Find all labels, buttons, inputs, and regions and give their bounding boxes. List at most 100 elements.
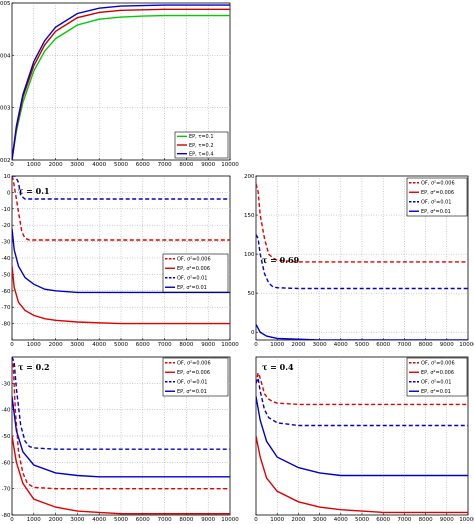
y-tick-label: 0: [251, 330, 255, 336]
series-line-1: [12, 176, 230, 241]
tau-label: τ = 0.2: [18, 362, 50, 372]
x-tick-label: 1000: [270, 517, 284, 523]
legend-label: EP, σ²=0.01: [177, 389, 207, 395]
series-line-3: [12, 176, 230, 200]
y-tick-label: -20: [2, 223, 11, 229]
y-tick-label: -40: [2, 408, 11, 414]
series-line-4: [12, 228, 230, 294]
y-tick-label: 0.005: [0, 1, 11, 7]
x-tick-label: 3000: [70, 162, 84, 168]
x-tick-label: 2000: [49, 517, 63, 523]
legend-label: OF, σ²=0.006: [177, 257, 211, 263]
x-tick-label: 9000: [201, 342, 215, 348]
x-tick-label: 8000: [419, 517, 433, 523]
tau-label: τ = 0.1: [18, 186, 50, 196]
legend: OF, σ²=0.006 EP, σ²=0.006 OF, σ²=0.01 EP, σ…: [162, 253, 229, 293]
x-tick-label: 4000: [334, 517, 348, 523]
y-tick-label: -70: [2, 305, 11, 311]
x-tick-label: 4000: [92, 517, 106, 523]
y-tick-label: -30: [2, 240, 11, 246]
x-tick-label: 1000: [27, 342, 41, 348]
x-tick-label: 5000: [114, 517, 128, 523]
legend-label: OF, σ²=0.006: [421, 181, 455, 187]
x-tick-label: 3000: [313, 342, 327, 348]
y-tick-label: 0: [7, 190, 11, 196]
legend-label: EP, τ=0.2: [189, 143, 214, 149]
legend: OF, σ²=0.006 EP, σ²=0.006 OF, σ²=0.01 EP, σ…: [406, 177, 468, 217]
y-tick-label: -30: [2, 381, 11, 387]
y-tick-label: 10: [4, 174, 11, 180]
y-tick-label: 0.003: [0, 106, 11, 112]
x-tick-label: 1000: [270, 342, 284, 348]
x-tick-label: 0: [10, 162, 14, 168]
x-tick-label: 8000: [179, 162, 193, 168]
x-tick-label: 9000: [201, 517, 215, 523]
series-line-3: [12, 4, 230, 160]
x-tick-label: 5000: [355, 342, 369, 348]
legend-label: OF, σ²=0.01: [177, 380, 208, 386]
y-tick-label: 50: [248, 291, 255, 297]
x-tick-label: 7000: [158, 342, 172, 348]
legend: OF, σ²=0.006 EP, σ²=0.006 OF, σ²=0.01 EP, σ…: [406, 357, 468, 397]
x-tick-label: 10000: [221, 517, 239, 523]
legend-label: EP, σ²=0.01: [421, 209, 451, 215]
x-tick-label: 10000: [221, 342, 239, 348]
x-tick-label: 3000: [313, 517, 327, 523]
x-tick-label: 6000: [376, 342, 390, 348]
series-line-2: [12, 266, 230, 325]
tau-label: τ = 0.69: [262, 255, 300, 265]
series-line-3: [256, 234, 468, 290]
legend-box: [162, 357, 229, 397]
x-tick-label: 9000: [201, 162, 215, 168]
legend-label: EP, σ²=0.006: [177, 370, 210, 376]
legend-label: EP, σ²=0.01: [177, 285, 207, 291]
y-tick-label: -40: [2, 256, 11, 262]
x-tick-label: 9000: [440, 342, 454, 348]
chart-panel-1: 0 1000 2000 3000 4000 5000 6000 7000 8000 9000 100…: [0, 1, 239, 168]
legend: EP, τ=0.1 EP, τ=0.2 EP, τ=0.4: [174, 131, 229, 159]
x-tick-label: 0: [10, 342, 14, 348]
y-tick-label: -60: [2, 460, 11, 466]
legend-box: [162, 253, 229, 293]
chart-panel-5: 0 1000 2000 3000 4000 5000 6000 7000 8000 9000 100…: [254, 356, 474, 523]
legend-label: OF, σ²=0.006: [177, 361, 211, 367]
y-tick-label: 0.004: [0, 53, 11, 59]
x-tick-label: 0: [254, 342, 258, 348]
legend-label: OF, σ²=0.01: [177, 276, 208, 282]
legend-label: EP, τ=0.4: [189, 151, 214, 157]
y-tick-label: -80: [2, 322, 11, 328]
x-tick-label: 2000: [291, 342, 305, 348]
x-tick-label: 7000: [397, 517, 411, 523]
y-tick-label: 200: [244, 174, 255, 180]
legend-label: EP, σ²=0.006: [421, 190, 454, 196]
series-line-4: [256, 396, 468, 477]
x-tick-label: 4000: [334, 342, 348, 348]
x-tick-label: 0: [254, 517, 258, 523]
y-tick-label: -70: [2, 487, 11, 493]
x-tick-label: 10000: [221, 162, 239, 168]
chart-panel-4: 0 1000 2000 3000 4000 5000 6000 7000 8000 9000 100…: [2, 356, 239, 523]
series-line-4: [12, 396, 230, 478]
x-tick-label: 7000: [158, 517, 172, 523]
x-tick-label: 6000: [136, 342, 150, 348]
x-tick-label: 3000: [70, 517, 84, 523]
x-tick-label: 9000: [440, 517, 454, 523]
y-tick-label: -60: [2, 289, 11, 295]
series-line-3: [256, 375, 468, 427]
y-tick-label: 150: [244, 213, 255, 219]
x-tick-label: 10000: [459, 517, 474, 523]
x-tick-label: 3000: [70, 342, 84, 348]
chart-panel-3: 0 1000 2000 3000 4000 5000 6000 7000 8000 9000 100…: [244, 174, 474, 348]
x-tick-label: 4000: [92, 342, 106, 348]
series-line-1: [256, 370, 468, 406]
y-tick-label: -50: [2, 272, 11, 278]
legend-box: [406, 177, 468, 217]
chart-panel-2: 0 1000 2000 3000 4000 5000 6000 7000 8000 9000 100…: [2, 174, 240, 348]
x-tick-label: 6000: [376, 517, 390, 523]
legend-label: EP, σ²=0.006: [421, 370, 454, 376]
y-tick-label: -50: [2, 434, 11, 440]
legend: OF, σ²=0.006 EP, σ²=0.006 OF, σ²=0.01 EP, σ…: [162, 357, 229, 397]
series-line-1: [256, 183, 468, 263]
legend-label: OF, σ²=0.006: [421, 361, 455, 367]
x-tick-label: 2000: [49, 162, 63, 168]
